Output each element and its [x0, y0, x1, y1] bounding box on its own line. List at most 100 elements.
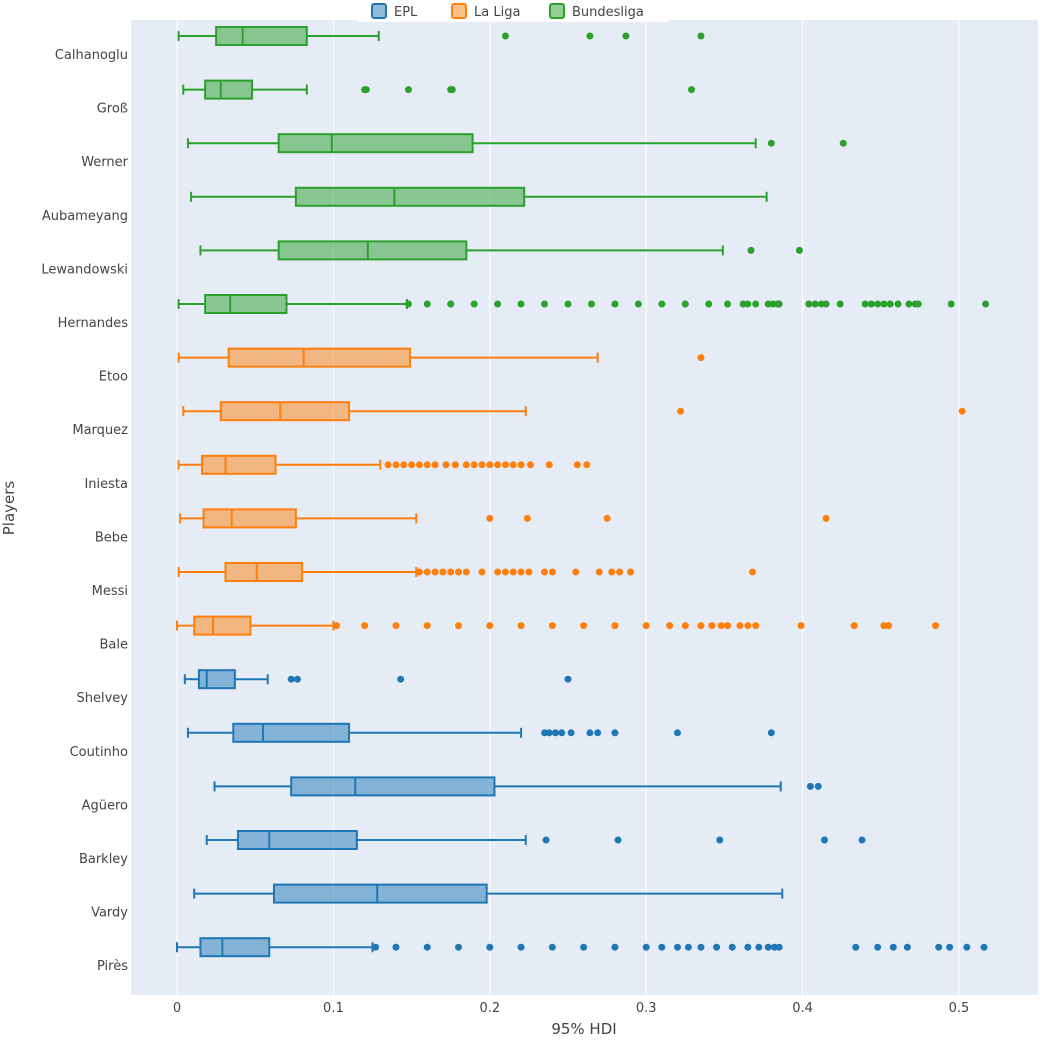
outlier-point	[526, 461, 534, 469]
outlier-point	[658, 943, 666, 951]
outlier-point	[501, 32, 509, 40]
outlier-point	[880, 300, 888, 308]
outlier-point	[767, 729, 775, 737]
outlier-point	[415, 461, 423, 469]
outlier-point	[362, 86, 370, 94]
outlier-point	[673, 729, 681, 737]
outlier-point	[494, 300, 502, 308]
outlier-point	[946, 943, 954, 951]
x-tick-label: 0.4	[792, 1001, 813, 1016]
outlier-point	[697, 622, 705, 630]
outlier-point	[541, 300, 549, 308]
outlier-point	[501, 568, 509, 576]
legend-swatch-bundesliga	[549, 3, 565, 19]
y-tick-label: Iniesta	[84, 477, 128, 492]
outlier-point	[677, 407, 685, 415]
box-bebe	[179, 508, 830, 529]
box-agüero	[213, 776, 822, 797]
outlier-point	[392, 461, 400, 469]
outlier-point	[728, 943, 736, 951]
outlier-point	[478, 461, 486, 469]
x-tick-labels: 0 0.1 0.2 0.3 0.4 0.5	[173, 1001, 969, 1016]
outlier-point	[494, 568, 502, 576]
outlier-point	[867, 300, 875, 308]
outlier-point	[455, 943, 463, 951]
legend-label: EPL	[394, 5, 418, 20]
outlier-point	[736, 622, 744, 630]
y-tick-label: Aubameyang	[42, 209, 128, 224]
outlier-point	[627, 568, 635, 576]
outlier-point	[423, 943, 431, 951]
box-marquez	[182, 401, 966, 422]
outlier-point	[583, 461, 591, 469]
box-barkley	[205, 830, 866, 850]
outlier-point	[564, 300, 572, 308]
box-iqr	[272, 883, 488, 904]
box-iqr	[199, 937, 271, 958]
outlier-point	[708, 622, 716, 630]
y-tick-label: Hernandes	[58, 316, 129, 331]
outlier-point	[894, 300, 902, 308]
outlier-point	[713, 943, 721, 951]
legend-swatch-epl	[371, 3, 387, 19]
box-lewandowski	[199, 240, 803, 261]
box-iqr	[204, 79, 254, 100]
outlier-point	[852, 943, 860, 951]
outlier-point	[935, 943, 943, 951]
outlier-point	[541, 568, 549, 576]
outlier-point	[697, 943, 705, 951]
box-messi	[177, 562, 757, 582]
box-etoo	[177, 347, 705, 368]
outlier-point	[980, 943, 988, 951]
outlier-point	[517, 943, 525, 951]
outlier-point	[486, 943, 494, 951]
box-iqr	[277, 133, 474, 154]
box-iqr	[236, 830, 358, 850]
outlier-point	[982, 300, 990, 308]
outlier-point	[548, 943, 556, 951]
outlier-point	[509, 461, 517, 469]
box-iqr	[202, 508, 297, 529]
outlier-point	[697, 32, 705, 40]
legend-background	[358, 0, 668, 22]
outlier-point	[889, 943, 897, 951]
outlier-point	[684, 943, 692, 951]
outlier-point	[392, 622, 400, 630]
y-tick-label: Vardy	[91, 906, 128, 921]
outlier-point	[462, 461, 470, 469]
outlier-point	[885, 622, 893, 630]
outlier-point	[658, 300, 666, 308]
outlier-point	[622, 32, 630, 40]
y-tick-label: Shelvey	[77, 691, 129, 706]
outlier-point	[400, 461, 408, 469]
box-iqr	[215, 26, 308, 46]
outlier-point	[903, 943, 911, 951]
outlier-point	[545, 461, 553, 469]
outlier-point	[914, 300, 922, 308]
outlier-point	[517, 300, 525, 308]
outlier-point	[462, 568, 470, 576]
outlier-point	[749, 568, 757, 576]
y-tick-label: Pirès	[97, 959, 128, 974]
box-iqr	[224, 562, 304, 582]
y-tick-label: Groß	[97, 102, 128, 117]
outlier-point	[545, 729, 553, 737]
outlier-point	[666, 622, 674, 630]
box-vardy	[193, 883, 784, 904]
outlier-point	[580, 622, 588, 630]
y-tick-label: Agüero	[82, 798, 128, 813]
outlier-point	[455, 568, 463, 576]
box-hernandes	[177, 294, 990, 314]
legend-label: Bundesliga	[572, 5, 644, 20]
outlier-point	[752, 622, 760, 630]
outlier-point	[744, 622, 752, 630]
outlier-point	[614, 836, 622, 844]
y-tick-labels: Calhanoglu Groß Werner Aubameyang Lewandowsk…	[41, 48, 128, 974]
outlier-point	[611, 729, 619, 737]
box-iqr	[232, 722, 351, 743]
outlier-point	[501, 461, 509, 469]
outlier-point	[392, 943, 400, 951]
y-tick-label: Etoo	[99, 370, 128, 385]
outlier-point	[431, 461, 439, 469]
outlier-point	[451, 461, 459, 469]
